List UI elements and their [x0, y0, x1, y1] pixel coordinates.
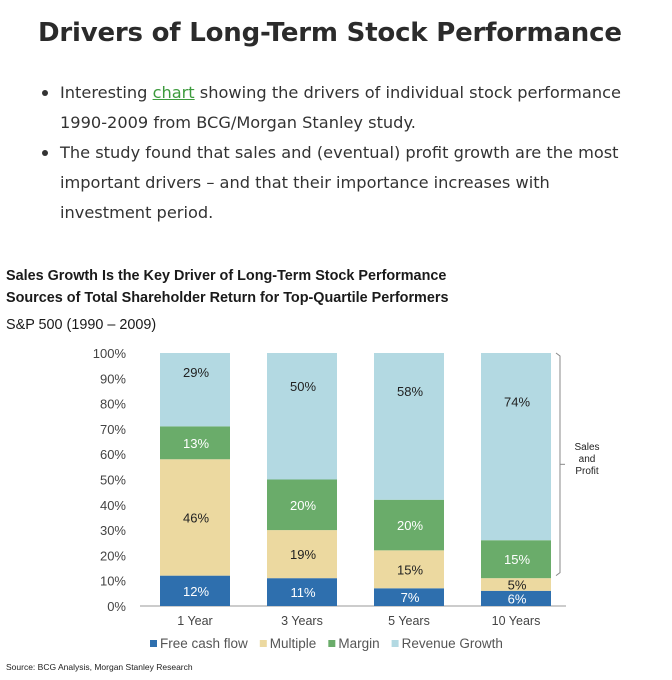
data-label: 15%	[504, 552, 530, 567]
bracket-annotation: and	[579, 454, 596, 465]
bar-segment	[160, 575, 230, 606]
bar-segment	[267, 353, 337, 480]
data-label: 15%	[397, 562, 423, 577]
data-label: 13%	[183, 436, 209, 451]
y-tick-label: 100%	[93, 346, 127, 361]
y-tick-label: 10%	[100, 574, 126, 589]
y-tick-label: 90%	[100, 371, 126, 386]
chart-subtitle: Sources of Total Shareholder Return for …	[6, 290, 449, 306]
bar-segment	[374, 499, 444, 551]
chart-subtitle-2: S&P 500 (1990 – 2009)	[6, 317, 157, 333]
y-tick-label: 50%	[100, 473, 126, 488]
bar-segment	[267, 479, 337, 531]
bullet-list: Interesting chart showing the drivers of…	[38, 78, 638, 228]
data-label: 11%	[290, 585, 315, 600]
bullet-1-text-post: showing the drivers of individual stock …	[60, 83, 621, 132]
x-tick-label: 5 Years	[388, 614, 430, 628]
bullet-item-1: Interesting chart showing the drivers of…	[38, 78, 638, 138]
legend-swatch	[391, 640, 399, 647]
y-tick-label: 30%	[100, 523, 126, 538]
data-label: 5%	[508, 577, 527, 592]
bar-segment	[374, 353, 444, 500]
x-tick-label: 1 Year	[177, 614, 212, 628]
data-label: 46%	[183, 510, 209, 525]
bar-segment	[267, 530, 337, 579]
bracket-annotation: Profit	[575, 466, 599, 477]
y-tick-label: 80%	[100, 397, 126, 412]
chart-title: Sales Growth Is the Key Driver of Long-T…	[6, 268, 447, 284]
data-label: 20%	[290, 498, 316, 513]
bar-segment	[481, 590, 551, 606]
chart-source: Source: BCG Analysis, Morgan Stanley Res…	[6, 662, 193, 672]
bar-segment	[374, 550, 444, 589]
legend-label: Revenue Growth	[402, 636, 503, 651]
y-tick-label: 60%	[100, 447, 126, 462]
bar-segment	[481, 578, 551, 591]
legend-swatch	[150, 640, 157, 647]
bracket	[555, 352, 561, 577]
bracket-annotation: Sales	[574, 442, 599, 453]
bar-segment	[160, 426, 230, 460]
bar-segment	[267, 578, 337, 606]
legend-swatch	[259, 640, 267, 647]
x-tick-label: 10 Years	[492, 614, 541, 628]
chart-link[interactable]: chart	[152, 83, 195, 102]
bullet-item-2: The study found that sales and (eventual…	[38, 138, 638, 228]
data-label: 50%	[290, 379, 316, 394]
bar-segment	[374, 588, 444, 606]
x-tick-label: 3 Years	[281, 614, 323, 628]
stacked-bar-chart: 0% 10% 20% 30% 40% 50% 60% 70% 80% 90% 100% 12% 46% 1…	[93, 346, 600, 651]
data-label: 29%	[183, 365, 209, 380]
bar-segment	[160, 353, 230, 427]
data-label: 12%	[183, 584, 209, 599]
data-label: 19%	[290, 547, 316, 562]
bar-segment	[481, 540, 551, 579]
bullet-1-text-pre: Interesting	[60, 83, 153, 102]
data-label: 58%	[397, 384, 423, 399]
bar-segment	[160, 459, 230, 576]
legend-label: Multiple	[270, 636, 317, 651]
data-label: 74%	[504, 395, 530, 410]
data-label: 7%	[401, 590, 420, 605]
y-tick-label: 40%	[100, 498, 126, 513]
bar-segment	[481, 353, 551, 541]
post-title: Drivers of Long-Term Stock Performance	[38, 18, 622, 48]
chart-image: Sales Growth Is the Key Driver of Long-T…	[0, 262, 672, 680]
legend-swatch	[328, 640, 336, 647]
y-tick-label: 20%	[100, 548, 126, 563]
legend-label: Free cash flow	[160, 636, 248, 651]
data-label: 20%	[397, 518, 423, 533]
data-label: 6%	[508, 591, 527, 606]
y-tick-label: 70%	[100, 422, 126, 437]
y-tick-label: 0%	[107, 599, 126, 614]
legend-label: Margin	[338, 636, 379, 651]
